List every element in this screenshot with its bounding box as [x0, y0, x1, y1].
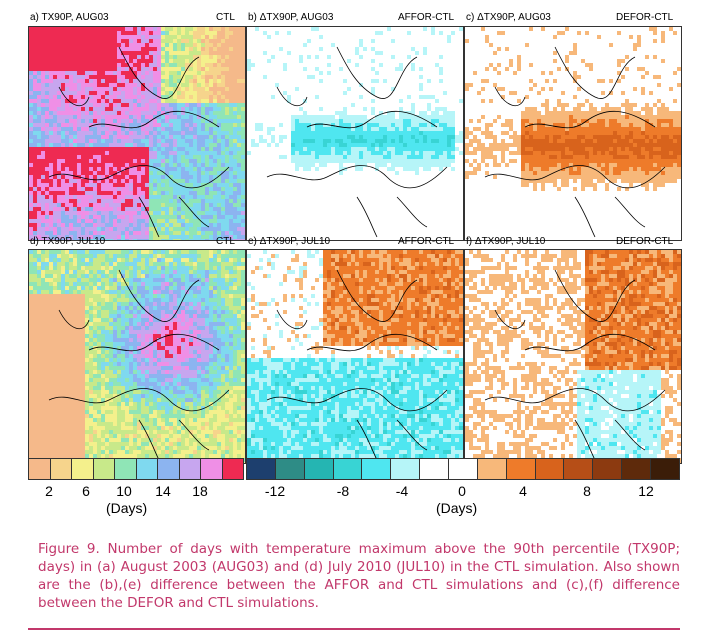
colorbar-left-tick: 2 [45, 483, 53, 499]
panel-b-tag: AFFOR-CTL [398, 12, 455, 23]
coastline-outline [48, 269, 230, 461]
colorbar-right-unit: (Days) [436, 500, 478, 516]
panel-d-tag: CTL [216, 236, 235, 247]
panel-f-map [464, 249, 682, 464]
coastline-outline [484, 46, 666, 238]
colorbar-left-tick: 10 [116, 483, 132, 499]
colorbar-swatch [50, 459, 72, 479]
colorbar-left-tick: 14 [155, 483, 171, 499]
map-a [29, 27, 245, 240]
colorbar-swatch [651, 459, 679, 479]
panel-c-title: c) ΔTX90P, AUG03 [466, 12, 551, 23]
panel-a-tag: CTL [216, 12, 235, 23]
map-e [247, 250, 463, 463]
colorbar-swatch [622, 459, 652, 479]
map-b [247, 27, 463, 240]
colorbar-swatch [29, 459, 51, 479]
colorbar-swatch [333, 459, 363, 479]
panel-d-map [28, 249, 246, 464]
colorbar-swatch [93, 459, 115, 479]
coastline-outline [48, 46, 230, 238]
colorbar-right-tick: 4 [519, 483, 527, 499]
colorbar-difference [246, 458, 680, 480]
panel-e-map [246, 249, 464, 464]
panel-e-tag: AFFOR-CTL [398, 236, 455, 247]
colorbar-right-tick: 8 [583, 483, 591, 499]
colorbar-swatch [222, 459, 243, 479]
colorbar-swatch [420, 459, 450, 479]
colorbar-right-tick: -12 [264, 483, 286, 499]
colorbar-swatch [391, 459, 421, 479]
caption-rule [28, 628, 680, 630]
colorbar-swatch [477, 459, 507, 479]
panel-c-tag: DEFOR-CTL [616, 12, 674, 23]
panel-f-title: f) ΔTX90P, JUL10 [466, 236, 546, 247]
colorbar-right-tick: -4 [395, 483, 409, 499]
colorbar-swatch [72, 459, 94, 479]
colorbar-swatch [564, 459, 594, 479]
coastline-outline [266, 46, 448, 238]
colorbar-left-tick: 18 [192, 483, 208, 499]
colorbar-right-tick: 12 [638, 483, 654, 499]
colorbar-swatch [449, 459, 478, 479]
colorbar-swatch [593, 459, 623, 479]
colorbar-swatch [275, 459, 305, 479]
colorbar-right-tick: -8 [336, 483, 350, 499]
colorbar-left-unit: (Days) [106, 500, 148, 516]
panel-a-title: a) TX90P, AUG03 [30, 12, 109, 23]
panel-f-tag: DEFOR-CTL [616, 236, 674, 247]
panel-c-map [464, 26, 682, 241]
colorbar-swatch [362, 459, 392, 479]
map-f [465, 250, 681, 463]
colorbar-swatch [115, 459, 137, 479]
colorbar-swatch [136, 459, 158, 479]
panel-b-map [246, 26, 464, 241]
colorbar-absolute [28, 458, 244, 480]
panel-e-title: e) ΔTX90P, JUL10 [248, 236, 331, 247]
colorbar-swatch [304, 459, 334, 479]
coastline-outline [266, 269, 448, 461]
colorbar-swatch [158, 459, 180, 479]
panel-a-map [28, 26, 246, 241]
colorbar-swatch [535, 459, 565, 479]
colorbar-swatch [179, 459, 201, 479]
colorbar-left-tick: 6 [82, 483, 90, 499]
coastline-outline [484, 269, 666, 461]
panel-b-title: b) ΔTX90P, AUG03 [248, 12, 334, 23]
colorbar-swatch [506, 459, 536, 479]
colorbar-right-tick: 0 [458, 483, 466, 499]
panel-d-title: d) TX90P, JUL10 [30, 236, 106, 247]
colorbar-swatch [247, 459, 276, 479]
map-c [465, 27, 681, 240]
colorbar-swatch [201, 459, 223, 479]
figure-caption: Figure 9. Number of days with temperatur… [38, 541, 680, 611]
map-d [29, 250, 245, 463]
